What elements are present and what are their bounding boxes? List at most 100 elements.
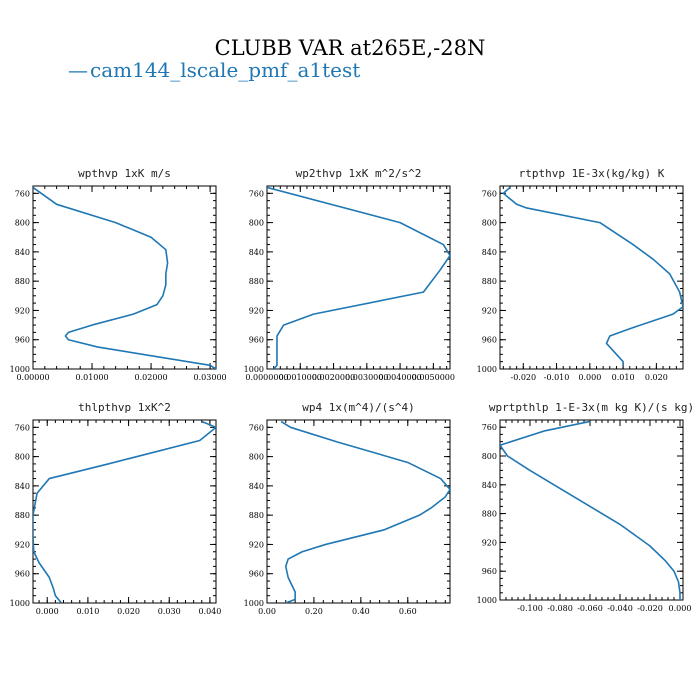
x-tick-label: -0.010: [544, 373, 570, 382]
y-tick-label: 960: [15, 570, 30, 579]
chart-panels: wpthvp 1xK m/s 0.00000 0.01000 0.02000 0.030…: [10, 167, 695, 616]
y-tick-label: 760: [249, 189, 264, 198]
x-tick-label: 0.0030000: [345, 373, 388, 382]
y-tick-label: 920: [482, 306, 497, 315]
x-tick-label: 0.02000: [135, 373, 168, 382]
chart-panel: wprtpthlp 1-E-3x(m kg K)/(s kg) -0.100 -0.…: [477, 401, 695, 613]
series-line: [33, 186, 216, 369]
y-tick-label: 920: [15, 306, 30, 315]
series-line: [500, 420, 681, 600]
x-tick-label: -0.080: [547, 604, 573, 613]
panel-title: thlpthvp 1xK^2: [78, 401, 171, 414]
y-tick-label: 880: [15, 277, 30, 286]
y-tick-label: 800: [249, 453, 264, 462]
x-tick-label: 0.030: [158, 607, 181, 616]
x-tick-label: 0.0050000: [412, 373, 455, 382]
x-tick-label: 0.01000: [75, 373, 108, 382]
panel-title: wp4 1x(m^4)/(s^4): [302, 401, 415, 414]
x-tick-label: -0.020: [510, 373, 536, 382]
y-tick-label: 800: [482, 219, 497, 228]
y-tick-label: 840: [249, 248, 264, 257]
x-tick-label: -0.060: [577, 604, 603, 613]
y-tick-label: 800: [15, 453, 30, 462]
y-tick-label: 840: [482, 248, 497, 257]
y-tick-label: 840: [482, 481, 497, 490]
y-tick-label: 760: [482, 423, 497, 432]
x-tick-label: 0.0020000: [312, 373, 355, 382]
x-tick-label: 0.0040000: [378, 373, 421, 382]
y-tick-label: 840: [15, 482, 30, 491]
y-tick-label: 920: [15, 540, 30, 549]
y-tick-label: 960: [249, 336, 264, 345]
y-tick-label: 880: [482, 277, 497, 286]
x-tick-label: 0.0010000: [279, 373, 322, 382]
y-tick-label: 800: [482, 452, 497, 461]
y-tick-label: 1000: [477, 365, 497, 374]
x-tick-label: 0.010: [76, 607, 99, 616]
panel-title: wprtpthlp 1-E-3x(m kg K)/(s kg): [489, 401, 694, 414]
x-tick-label: 0.00000: [16, 373, 49, 382]
y-tick-label: 920: [249, 540, 264, 549]
plot-frame: [32, 185, 217, 370]
y-tick-label: 760: [249, 423, 264, 432]
y-tick-label: 760: [482, 189, 497, 198]
x-tick-label: -0.020: [637, 604, 663, 613]
legend: — cam144_lscale_pmf_a1test: [68, 58, 360, 82]
plot-frame: [499, 419, 684, 601]
chart-panel: wpthvp 1xK m/s 0.00000 0.01000 0.02000 0.030…: [10, 167, 227, 382]
plot-frame: [499, 185, 684, 370]
y-tick-label: 960: [15, 336, 30, 345]
y-tick-label: 1000: [244, 599, 264, 608]
y-tick-label: 960: [482, 567, 497, 576]
y-tick-label: 1000: [10, 365, 30, 374]
y-tick-label: 1000: [477, 596, 497, 605]
y-tick-label: 960: [482, 336, 497, 345]
series-line: [33, 420, 216, 603]
y-tick-label: 880: [249, 277, 264, 286]
x-tick-label: -0.040: [607, 604, 633, 613]
x-tick-label: 0.000: [669, 604, 692, 613]
x-tick-label: 0.20: [305, 607, 323, 616]
y-tick-label: 960: [249, 570, 264, 579]
panel-title: rtpthvp 1E-3x(kg/kg) K: [519, 167, 665, 180]
y-tick-label: 760: [15, 423, 30, 432]
y-tick-label: 760: [15, 189, 30, 198]
panel-title: wp2thvp 1xK m^2/s^2: [296, 167, 422, 180]
y-tick-label: 1000: [10, 599, 30, 608]
y-tick-label: 840: [249, 482, 264, 491]
plot-frame: [266, 185, 451, 370]
chart-panel: rtpthvp 1E-3x(kg/kg) K -0.020 -0.010 0.000 0…: [477, 167, 684, 382]
x-tick-label: 0.40: [352, 607, 370, 616]
x-tick-label: 0.03000: [194, 373, 227, 382]
plot-frame: [266, 419, 451, 604]
series-line: [267, 186, 450, 369]
y-tick-label: 840: [15, 248, 30, 257]
figure-title: CLUBB VAR at265E,-28N: [215, 36, 486, 60]
x-tick-label: 0.60: [399, 607, 417, 616]
x-tick-label: -0.100: [517, 604, 543, 613]
chart-panel: thlpthvp 1xK^2 0.000 0.010 0.020 0.030 0.040 7…: [10, 401, 222, 616]
x-tick-label: 0.040: [198, 607, 221, 616]
x-tick-label: 0.000: [36, 607, 59, 616]
legend-symbol: —: [68, 58, 88, 82]
x-tick-label: 0.000: [578, 373, 601, 382]
y-tick-label: 800: [249, 219, 264, 228]
chart-panel: wp2thvp 1xK m^2/s^20.00000000.00100000.0…: [244, 167, 455, 382]
plot-frame: [32, 419, 217, 604]
x-tick-label: 0.020: [645, 373, 668, 382]
series-line: [280, 420, 450, 603]
x-tick-label: 0.020: [117, 607, 140, 616]
legend-label: cam144_lscale_pmf_a1test: [90, 58, 360, 82]
y-tick-label: 880: [15, 511, 30, 520]
y-tick-label: 920: [482, 538, 497, 547]
x-tick-label: 0.010: [612, 373, 635, 382]
y-tick-label: 920: [249, 306, 264, 315]
x-tick-label: 0.0000000: [245, 373, 288, 382]
y-tick-label: 800: [15, 219, 30, 228]
panel-title: wpthvp 1xK m/s: [78, 167, 171, 180]
y-tick-label: 1000: [244, 365, 264, 374]
x-tick-label: 0.00: [258, 607, 276, 616]
y-tick-label: 880: [482, 510, 497, 519]
chart-panel: wp4 1x(m^4)/(s^4) 0.00 0.20 0.40 0.60 760 800 8…: [244, 401, 451, 616]
